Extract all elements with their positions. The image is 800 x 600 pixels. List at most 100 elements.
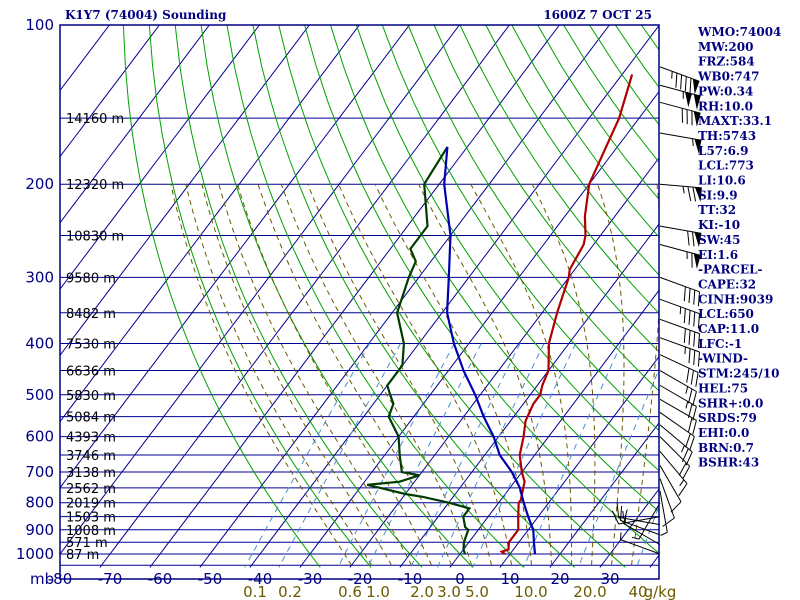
height-label: 12320 m xyxy=(66,178,124,193)
wind-barb xyxy=(659,84,701,110)
moist-adiabat xyxy=(374,183,532,566)
sounding-index-label: WB0:747 xyxy=(697,70,759,84)
mixing-ratio-label: 1.0 xyxy=(366,583,390,600)
temperature-tick-label: 10 xyxy=(500,570,519,588)
dry-adiabat xyxy=(304,25,659,554)
wind-barb xyxy=(659,451,688,496)
isotherm--10 xyxy=(399,223,659,568)
moist-adiabat xyxy=(338,184,512,566)
wind-barb xyxy=(659,66,700,95)
pressure-tick-label: 900 xyxy=(25,521,54,539)
dry-adiabat xyxy=(252,25,575,568)
mixing-ratio-line xyxy=(577,368,659,568)
sounding-index-label: KI:-10 xyxy=(698,218,740,232)
mixing-ratio-label: 0.2 xyxy=(278,583,302,600)
wind-barb xyxy=(659,101,701,127)
pressure-unit-label: mb xyxy=(30,570,54,588)
temperature-tick-label: -50 xyxy=(198,570,223,588)
mixing-ratio-line xyxy=(337,343,455,568)
sounding-index-label: SW:45 xyxy=(698,233,740,247)
wind-barb xyxy=(659,318,700,349)
sounding-index-label: L57:6.9 xyxy=(698,144,748,158)
sounding-index-label: SRDS:79 xyxy=(698,411,757,425)
wind-barb xyxy=(659,225,702,248)
temperature-profile xyxy=(499,74,634,555)
wind-barb xyxy=(659,490,668,536)
moist-adiabat xyxy=(237,184,432,566)
sounding-index-label: CINH:9039 xyxy=(698,292,773,306)
sounding-index-label: TT:32 xyxy=(698,203,736,217)
moist-adiabat xyxy=(201,184,392,566)
indices-panel: WMO:74004MW:200FRZ:584WB0:747PW:0.34RH:1… xyxy=(697,25,781,470)
moist-adiabat xyxy=(218,184,412,566)
moist-adiabat xyxy=(280,184,472,566)
dry-adiabat xyxy=(200,25,474,568)
pressure-tick-label: 800 xyxy=(25,494,54,512)
sounding-index-label: HEL:75 xyxy=(698,381,748,395)
temperature-tick-label: -10 xyxy=(398,570,423,588)
sounding-index-label: WMO:74004 xyxy=(697,25,781,39)
sounding-index-label: CAPE:32 xyxy=(698,277,756,291)
wind-barb xyxy=(659,436,691,480)
moist-adiabat xyxy=(307,184,492,566)
background-grid xyxy=(60,25,659,568)
sounding-index-label: EHI:0.0 xyxy=(698,426,749,440)
dry-adiabat xyxy=(278,25,626,568)
height-label: 3138 m xyxy=(66,466,116,481)
isotherm--90 xyxy=(60,25,410,489)
dry-adiabat xyxy=(459,25,659,314)
moist-adiabat xyxy=(418,183,552,566)
temperature-tick-label: 20 xyxy=(550,570,569,588)
parcel-path xyxy=(443,146,537,555)
sounding-index-label: EI:1.6 xyxy=(698,248,738,262)
height-label: 2019 m xyxy=(66,497,116,512)
mixing-ratio-label: 0.1 xyxy=(243,583,267,600)
mixing-ratio-line xyxy=(278,343,402,568)
isotherm--100 xyxy=(60,25,360,423)
dry-adiabat xyxy=(330,25,659,513)
height-label: 571 m xyxy=(66,536,108,551)
pressure-tick-label: 400 xyxy=(25,334,54,352)
height-label: 5830 m xyxy=(66,389,116,404)
mixing-ratio-label: 40 xyxy=(628,583,647,600)
sounding-index-label: LCL:650 xyxy=(698,307,754,321)
wind-barb xyxy=(620,532,661,555)
mixing-ratio-label: g/kg xyxy=(644,583,677,600)
pressure-tick-label: 100 xyxy=(25,16,54,34)
sounding-index-label: RH:10.0 xyxy=(698,99,753,113)
wind-barb xyxy=(659,298,700,329)
wind-barb xyxy=(659,276,700,307)
sounding-index-label: BRN:0.7 xyxy=(698,441,754,455)
moist-adiabat xyxy=(631,184,659,566)
dry-adiabat xyxy=(122,25,321,568)
isotherm-30 xyxy=(599,488,659,568)
sounding-index-label: LFC:-1 xyxy=(698,337,742,351)
height-label: 87 m xyxy=(66,548,99,563)
isotherm-20 xyxy=(549,422,659,568)
height-label: 1503 m xyxy=(66,511,116,526)
sounding-index-label: -WIND- xyxy=(698,352,748,366)
wind-barb xyxy=(659,244,701,269)
pressure-tick-label: 500 xyxy=(25,386,54,404)
moist-adiabat xyxy=(531,183,596,566)
dry-adiabat xyxy=(226,25,525,568)
sounding-datetime: 1600Z 7 OCT 25 xyxy=(543,8,652,22)
isotherm--70 xyxy=(99,25,510,568)
dry-adiabat xyxy=(148,25,372,568)
isotherm--110 xyxy=(60,25,310,357)
mixing-ratio-line xyxy=(410,343,521,568)
sounding-index-label: BSHR:43 xyxy=(698,456,759,470)
wind-barb xyxy=(659,132,702,155)
sounding-index-label: TH:5743 xyxy=(698,129,756,143)
wind-barb xyxy=(659,183,702,202)
moist-adiabat xyxy=(257,184,452,566)
mixing-ratio-line xyxy=(636,504,659,568)
pressure-tick-label: 300 xyxy=(25,268,54,286)
height-label: 4393 m xyxy=(66,431,116,446)
temperature-tick-label: 30 xyxy=(600,570,619,588)
dry-adiabat xyxy=(433,25,659,353)
sounding-index-label: MAXT:33.1 xyxy=(698,114,772,128)
moist-adiabat xyxy=(185,184,372,566)
